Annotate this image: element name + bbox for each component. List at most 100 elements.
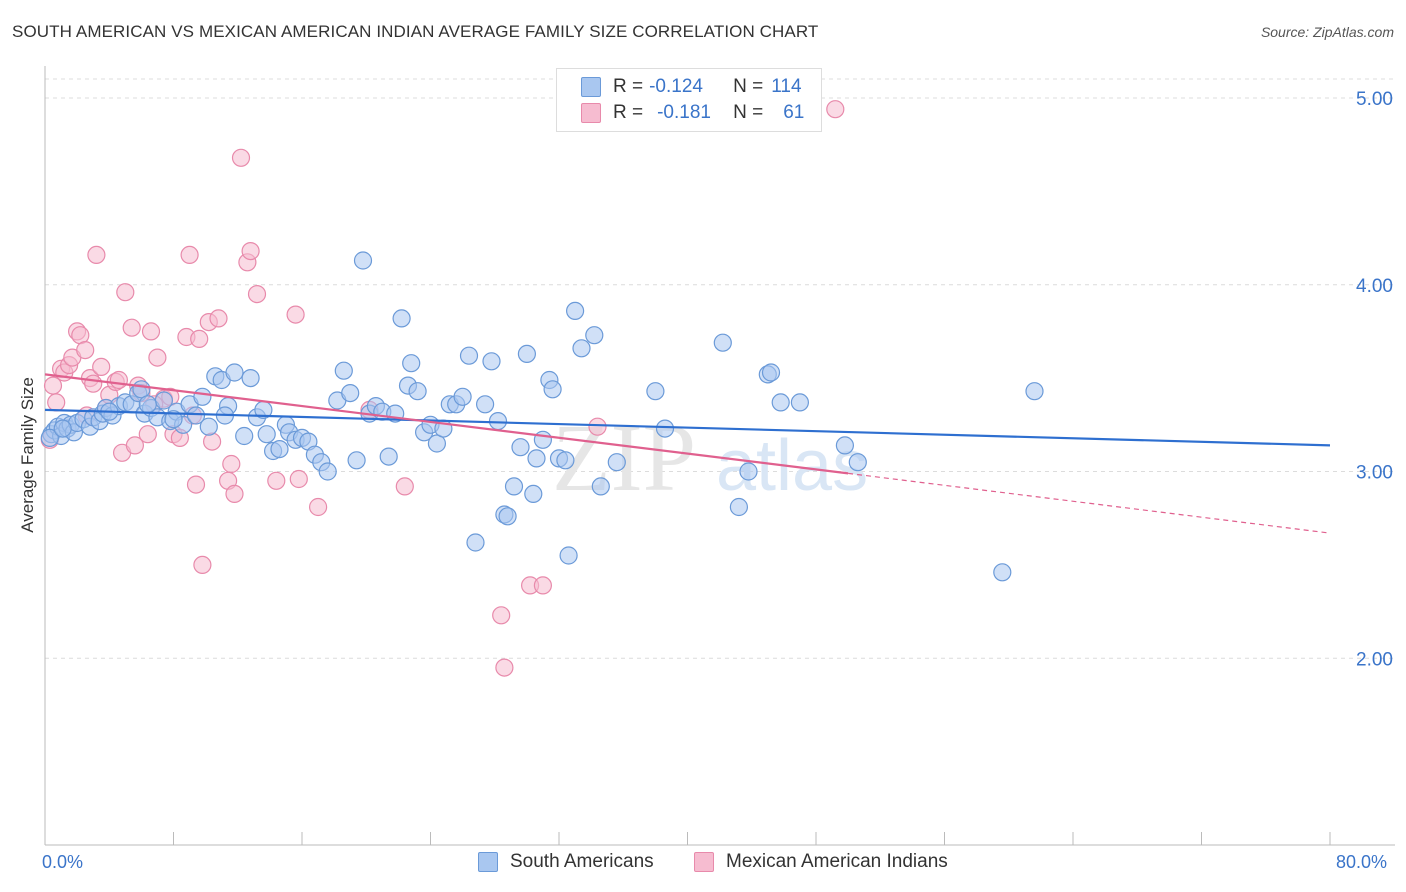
mexican-american-indian-point: [395, 477, 414, 496]
south-american-point: [482, 352, 501, 371]
south-american-point: [498, 507, 517, 526]
mexican-american-indian-point: [92, 357, 111, 376]
south-american-point: [556, 451, 575, 470]
mexican-american-indian-point: [241, 242, 260, 261]
south-american-point: [646, 382, 665, 401]
south-american-point: [739, 462, 758, 481]
mexican-american-indian-point: [180, 245, 199, 264]
south-american-point: [761, 363, 781, 382]
south-american-point: [193, 387, 212, 406]
mexican-american-indian-point: [826, 100, 845, 119]
mexican-american-indian-point: [116, 283, 135, 302]
mexican-american-indian-point: [588, 417, 607, 436]
south-american-point: [572, 339, 591, 358]
south-american-point: [138, 395, 157, 414]
south-american-point: [453, 387, 472, 406]
mexican-american-indian-point: [141, 322, 161, 341]
y-axis-label: Average Family Size: [18, 377, 37, 533]
legend-row-south-americans: R = -0.124 N = 114: [581, 75, 802, 99]
legend-r-value: -0.124: [649, 76, 703, 97]
bottom-legend-swatch-pink: [694, 852, 714, 872]
data-points: [40, 100, 1044, 677]
y-tick-labels: 2.00 3.00 4.00 5.00: [1356, 89, 1393, 670]
south-american-point: [565, 301, 585, 320]
south-american-point: [591, 477, 610, 496]
mexican-american-indian-point: [225, 484, 244, 503]
south-american-point: [225, 363, 244, 382]
mexican-american-indian-point: [289, 469, 308, 489]
trend-lines: [44, 373, 1331, 534]
legend-n-label: N =: [733, 102, 764, 123]
south-american-point: [270, 440, 289, 459]
mexican-american-indian-point: [267, 471, 286, 490]
south-american-point: [164, 410, 183, 429]
south-american-point: [848, 453, 867, 472]
mexican-american-indian-point: [193, 555, 212, 575]
mexican-american-indian-point: [125, 436, 144, 455]
mexican-american-indian-point: [203, 432, 222, 451]
axes: [44, 66, 1395, 846]
south-american-point: [347, 451, 366, 470]
south-american-point: [235, 426, 254, 446]
south-american-point: [713, 333, 732, 352]
mexican-american-indian-point: [76, 341, 95, 360]
mexican-american-indian-point: [495, 658, 514, 677]
mexican-american-indian-point: [533, 576, 553, 595]
x-tick-label-max: 80.0%: [1336, 852, 1388, 872]
mexican-american-indian-point: [109, 370, 129, 390]
chart-title: SOUTH AMERICAN VS MEXICAN AMERICAN INDIA…: [12, 22, 819, 41]
south-american-point: [318, 462, 337, 481]
y-tick-label: 2.00: [1356, 649, 1393, 670]
legend-swatch-pink: [581, 103, 601, 123]
legend-n-label: N =: [733, 76, 764, 97]
mexican-american-indian-point: [231, 148, 251, 167]
mexican-american-indian-point: [87, 245, 106, 264]
bottom-legend-swatch-blue: [478, 852, 498, 872]
mexican-american-indian-point: [190, 329, 209, 348]
south-american-point: [511, 438, 530, 457]
south-american-point: [40, 428, 59, 447]
mexican-american-indian-point: [148, 348, 167, 367]
south-american-point: [241, 369, 260, 388]
mexican-american-indian-point: [209, 309, 228, 328]
x-tick-label-min: 0.0%: [42, 852, 84, 872]
mexican-american-indians-trend-extension: [848, 472, 1331, 534]
legend-r-value: -0.181: [657, 102, 711, 123]
south-american-point: [341, 384, 360, 403]
mexican-american-indian-point: [492, 606, 511, 625]
south-american-point: [790, 393, 810, 412]
legend-swatch-blue: [581, 77, 601, 97]
bottom-legend-south-americans: South Americans: [478, 851, 654, 873]
south-american-point: [476, 395, 495, 414]
south-american-point: [655, 419, 675, 438]
south-american-point: [585, 326, 604, 345]
south-american-point: [517, 344, 537, 363]
bottom-legend-label: Mexican American Indians: [726, 851, 948, 872]
south-american-point: [524, 484, 543, 503]
south-american-point: [729, 497, 749, 517]
south-american-point: [186, 406, 206, 425]
mexican-american-indian-point: [247, 285, 267, 304]
bottom-legend-mexican-american-indians: Mexican American Indians: [694, 851, 948, 873]
mexican-american-indians-trend-line: [44, 373, 849, 475]
mexican-american-indian-point: [309, 497, 328, 517]
south-american-point: [488, 412, 508, 431]
correlation-legend: R = -0.124 N = 114 R = -0.181 N = 61: [556, 68, 822, 132]
south-americans-trend-line: [44, 408, 1331, 447]
south-american-point: [392, 309, 411, 328]
legend-n-value: 61: [783, 102, 805, 123]
legend-row-mexican-american-indians: R = -0.181 N = 61: [581, 101, 804, 125]
south-american-point: [559, 546, 578, 565]
mexican-american-indian-point: [286, 305, 305, 324]
south-american-point: [466, 533, 485, 552]
legend-r-label: R =: [613, 102, 644, 123]
south-american-point: [379, 447, 398, 466]
legend-n-value: 114: [771, 76, 802, 97]
mexican-american-indian-point: [122, 318, 141, 337]
south-american-point: [504, 477, 524, 496]
y-tick-label: 3.00: [1356, 463, 1393, 484]
mexican-american-indian-point: [138, 425, 157, 444]
y-tick-label: 5.00: [1356, 89, 1393, 110]
south-american-point: [993, 563, 1012, 582]
